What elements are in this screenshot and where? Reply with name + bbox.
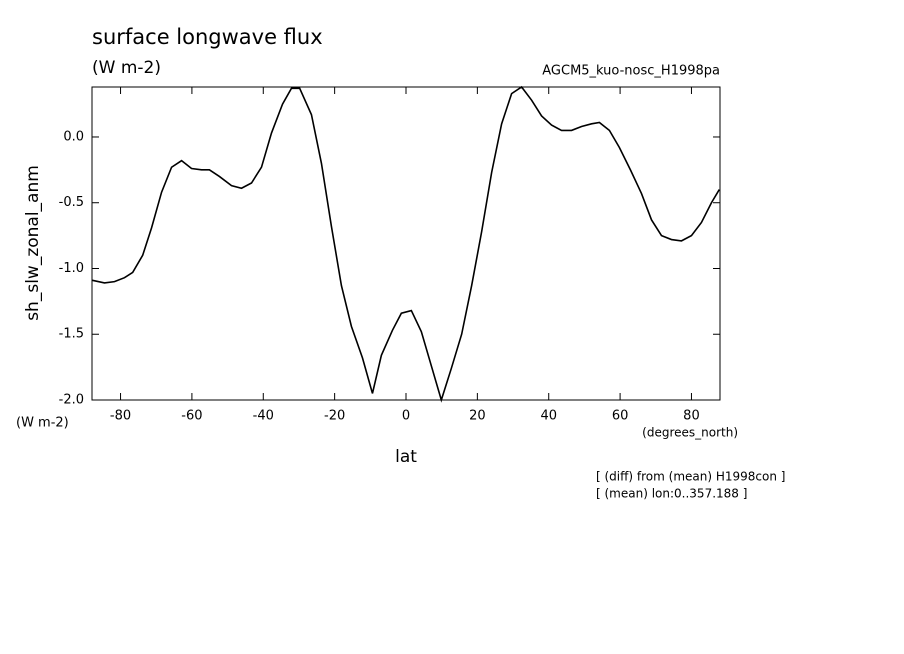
x-tick-label: -40 <box>253 409 274 424</box>
y-tick-label: -2.0 <box>59 393 84 408</box>
x-tick-label: -60 <box>181 409 202 424</box>
x-tick-label: -20 <box>324 409 345 424</box>
x-tick-label: 20 <box>469 409 486 424</box>
x-tick-label: 60 <box>612 409 629 424</box>
chart-title: surface longwave flux <box>92 25 323 49</box>
x-axis-label: lat <box>395 447 417 467</box>
x-units: (degrees_north) <box>642 426 738 440</box>
x-tick-label: 0 <box>402 409 410 424</box>
x-tick-label: -80 <box>110 409 131 424</box>
y-tick-label: -1.0 <box>59 261 84 276</box>
note: [ (diff) from (mean) H1998con ] <box>596 470 785 484</box>
y-tick-label: -0.5 <box>59 195 84 210</box>
data-line <box>92 85 720 403</box>
y-axis-label: sh_slw_zonal_anm <box>23 165 43 321</box>
plot-frame <box>91 86 721 401</box>
note: [ (mean) lon:0..357.188 ] <box>596 487 747 501</box>
x-tick-label: 40 <box>540 409 557 424</box>
x-tick-label: 80 <box>683 409 700 424</box>
y-tick-label: 0.0 <box>63 129 84 144</box>
y-tick-label: -1.5 <box>59 327 84 342</box>
run-label: AGCM5_kuo-nosc_H1998pa <box>542 64 720 79</box>
chart-subtitle: (W m-2) <box>92 58 161 78</box>
y-units: (W m-2) <box>16 416 69 431</box>
